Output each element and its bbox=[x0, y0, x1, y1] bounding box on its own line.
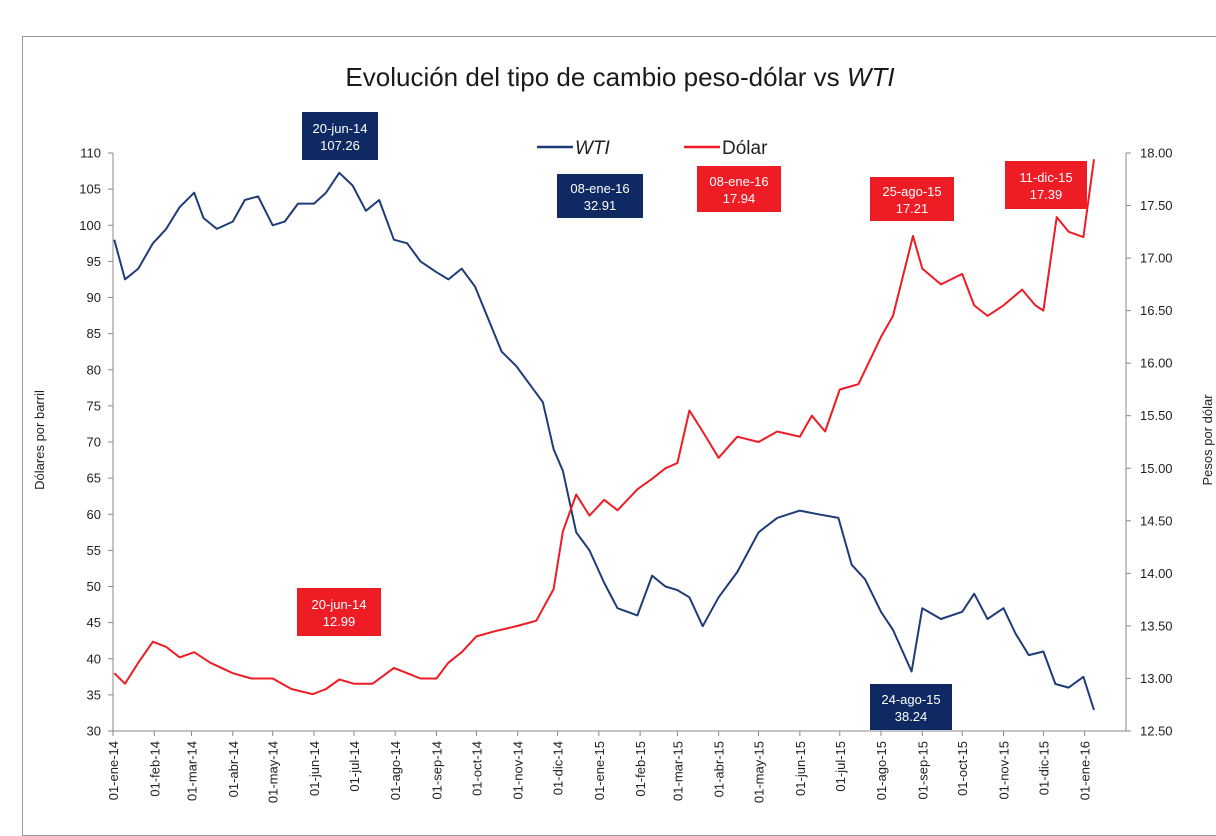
y-tick-left-label: 65 bbox=[87, 471, 101, 486]
series-line-dolar bbox=[113, 159, 1095, 696]
annotation-box bbox=[697, 166, 781, 212]
chart-axes: 110 105 100 95 90 85 80 75 70 65 60 55 50 45 40 35 30 18.… bbox=[79, 146, 1172, 804]
x-tick-label: 01-nov-15 bbox=[996, 741, 1011, 800]
annotation-date: 11-dic-15 bbox=[1019, 170, 1072, 185]
x-tick-label: 01-abr-15 bbox=[712, 741, 727, 797]
annotation-date: 20-jun-14 bbox=[313, 121, 368, 136]
y-axis-left-label: Dólares por barril bbox=[32, 390, 47, 490]
annotation-date: 08-ene-16 bbox=[570, 181, 629, 196]
annotation-date: 24-ago-15 bbox=[881, 692, 940, 707]
y-axis-right-label: Pesos por dólar bbox=[1200, 394, 1215, 486]
x-tick-label: 01-ago-15 bbox=[874, 741, 889, 800]
chart-series bbox=[113, 159, 1095, 711]
y-tick-right-label: 16.00 bbox=[1140, 356, 1173, 371]
chart-title: Evolución del tipo de cambio peso-dólar … bbox=[345, 62, 894, 92]
y-tick-left-label: 105 bbox=[79, 182, 101, 197]
y-tick-right-label: 16.50 bbox=[1140, 303, 1173, 318]
x-tick-label: 01-jun-14 bbox=[307, 741, 322, 796]
x-tick-label: 01-nov-14 bbox=[511, 741, 526, 800]
x-tick-label: 01-jul-15 bbox=[833, 741, 848, 792]
x-tick-label: 01-ene-16 bbox=[1078, 741, 1093, 800]
y-tick-right-label: 13.00 bbox=[1140, 671, 1173, 686]
y-tick-left-label: 85 bbox=[87, 326, 101, 341]
x-tick-label: 01-oct-14 bbox=[469, 741, 484, 796]
y-tick-left-label: 40 bbox=[87, 651, 101, 666]
y-tick-right-label: 17.00 bbox=[1140, 251, 1173, 266]
x-tick-label: 01-ene-15 bbox=[592, 741, 607, 800]
y-tick-left-label: 100 bbox=[79, 218, 101, 233]
x-tick-label: 01-oct-15 bbox=[955, 741, 970, 796]
annotation-value: 17.21 bbox=[896, 201, 929, 216]
series-line-wti bbox=[113, 171, 1095, 711]
x-tick-label: 01-may-14 bbox=[266, 741, 281, 803]
y-tick-left-label: 55 bbox=[87, 543, 101, 558]
annotation-date: 08-ene-16 bbox=[709, 174, 768, 189]
y-tick-right-label: 15.00 bbox=[1140, 461, 1173, 476]
y-tick-right-label: 17.50 bbox=[1140, 198, 1173, 213]
annotation-box bbox=[870, 177, 954, 221]
x-tick-label: 01-dic-14 bbox=[551, 741, 566, 795]
y-tick-left-label: 70 bbox=[87, 435, 101, 450]
annotation-value: 17.39 bbox=[1030, 187, 1063, 202]
annotation-date: 25-ago-15 bbox=[882, 184, 941, 199]
annotation-value: 32.91 bbox=[584, 198, 617, 213]
y-tick-left-label: 110 bbox=[80, 146, 101, 161]
y-tick-left-label: 30 bbox=[87, 724, 101, 739]
annotation-box bbox=[297, 588, 381, 636]
x-tick-label: 01-abr-14 bbox=[226, 741, 241, 797]
y-tick-right-label: 15.50 bbox=[1140, 408, 1173, 423]
annotation-box bbox=[870, 684, 952, 730]
y-tick-right-label: 14.50 bbox=[1140, 513, 1173, 528]
legend-label-0: WTI bbox=[575, 138, 611, 159]
x-tick-label: 01-dic-15 bbox=[1036, 741, 1051, 795]
y-tick-left-label: 80 bbox=[87, 362, 101, 377]
x-tick-label: 01-feb-14 bbox=[147, 741, 162, 797]
y-tick-left-label: 60 bbox=[87, 507, 101, 522]
y-tick-left-label: 50 bbox=[87, 579, 101, 594]
annotation-value: 12.99 bbox=[323, 614, 356, 629]
y-tick-left-label: 75 bbox=[87, 398, 101, 413]
x-tick-label: 01-sep-14 bbox=[429, 741, 444, 800]
x-tick-label: 01-may-15 bbox=[752, 741, 767, 803]
chart-legend: WTI Dólar bbox=[537, 138, 768, 159]
annotation-box bbox=[1005, 161, 1087, 209]
annotation-date: 20-jun-14 bbox=[312, 597, 367, 612]
x-tick-label: 01-mar-14 bbox=[185, 741, 200, 801]
chart-annotations: 20-jun-14 107.26 08-ene-16 32.91 08-ene-16 17… bbox=[297, 112, 1087, 730]
x-tick-label: 01-feb-15 bbox=[633, 741, 648, 797]
y-tick-right-label: 13.50 bbox=[1140, 618, 1173, 633]
y-tick-right-label: 12.50 bbox=[1140, 724, 1173, 739]
y-tick-left-label: 95 bbox=[87, 254, 101, 269]
x-tick-label: 01-jun-15 bbox=[793, 741, 808, 796]
annotation-box bbox=[302, 112, 378, 160]
legend-label-1: Dólar bbox=[722, 138, 768, 159]
x-tick-label: 01-ago-14 bbox=[388, 741, 403, 800]
y-tick-right-label: 14.00 bbox=[1140, 566, 1173, 581]
annotation-value: 38.24 bbox=[895, 709, 928, 724]
annotation-value: 17.94 bbox=[723, 191, 756, 206]
x-tick-label: 01-ene-14 bbox=[106, 741, 121, 800]
annotation-value: 107.26 bbox=[320, 138, 360, 153]
y-tick-left-label: 90 bbox=[87, 290, 101, 305]
y-tick-left-label: 35 bbox=[87, 687, 101, 702]
x-tick-label: 01-sep-15 bbox=[915, 741, 930, 800]
x-tick-label: 01-mar-15 bbox=[670, 741, 685, 801]
y-tick-left-label: 45 bbox=[87, 615, 101, 630]
annotation-box bbox=[557, 174, 643, 218]
y-tick-right-label: 18.00 bbox=[1140, 146, 1173, 161]
x-tick-label: 01-jul-14 bbox=[347, 741, 362, 792]
